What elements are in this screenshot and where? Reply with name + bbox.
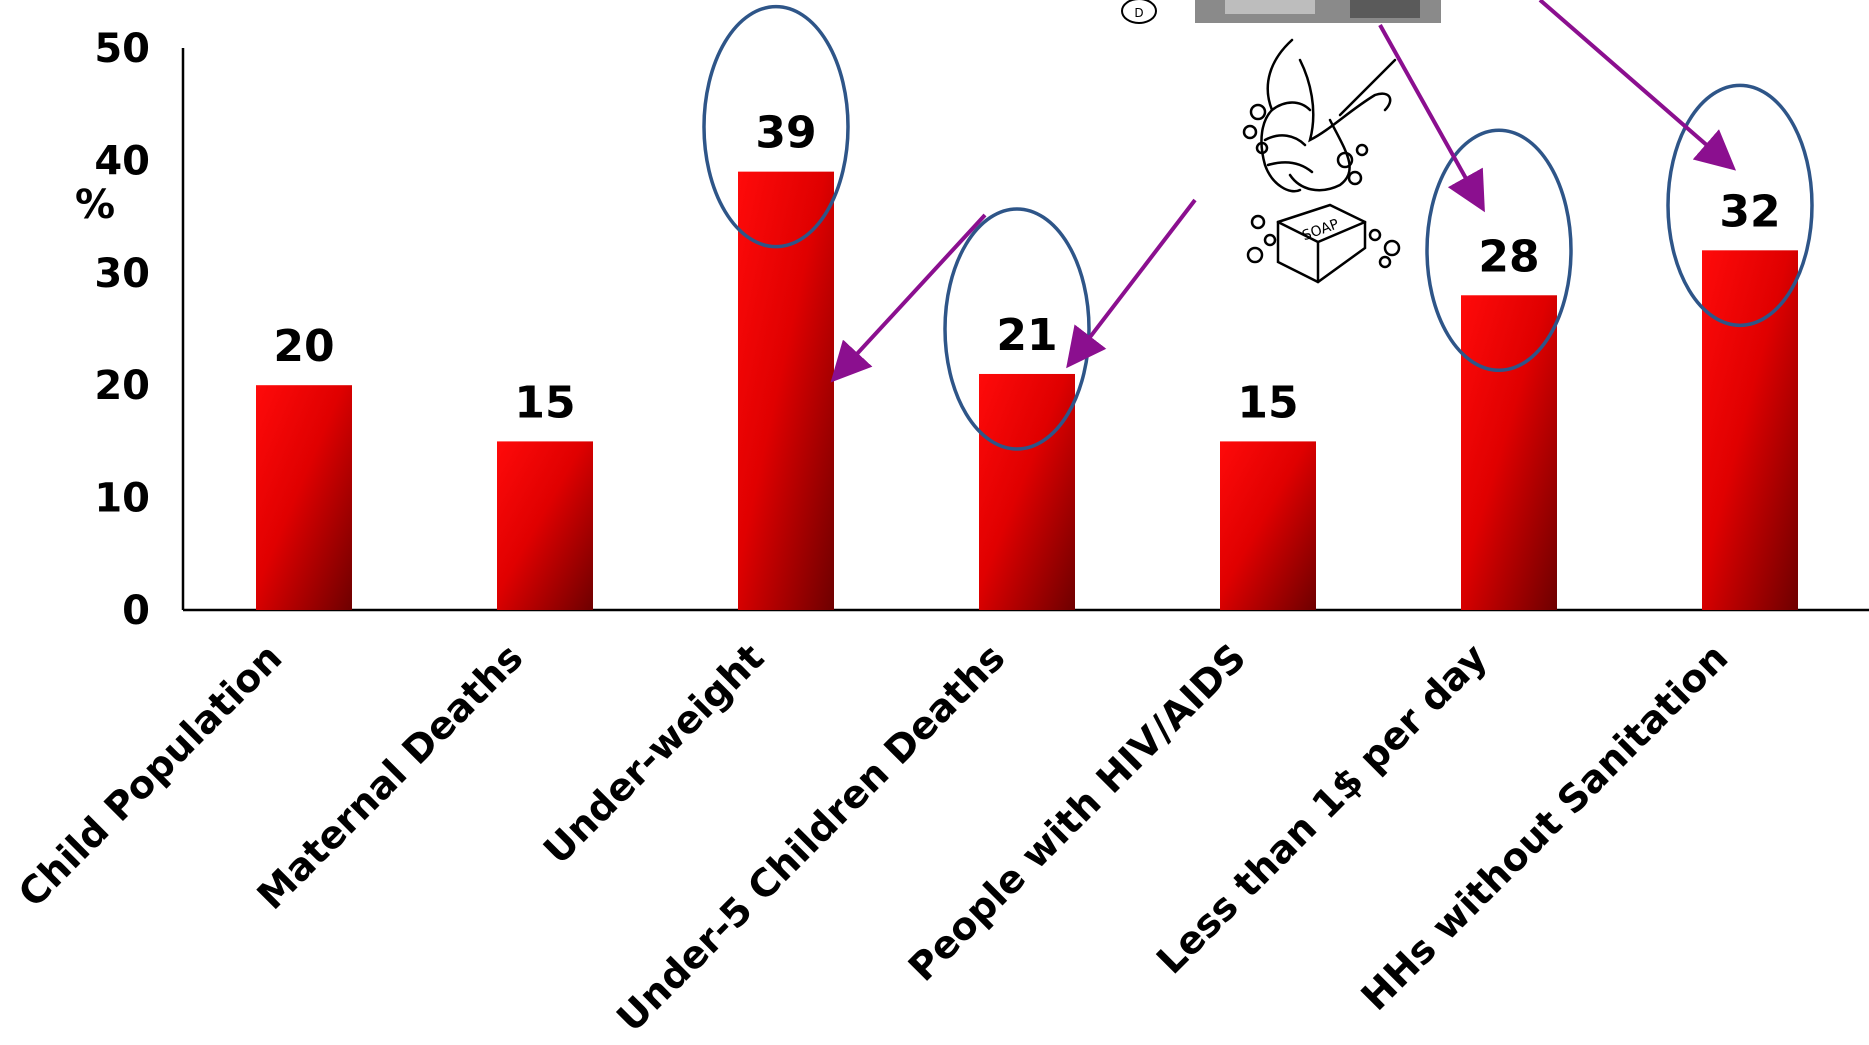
y-tick-label: 30 (94, 251, 150, 297)
data-label: 39 (755, 108, 816, 159)
data-labels: 20 15 39 21 15 28 32 (273, 108, 1780, 429)
bar (256, 385, 352, 610)
annotation-arrow (1066, 198, 1197, 369)
bars (256, 171, 1798, 610)
y-axis-label: % (75, 182, 115, 228)
category-label: Under-5 Children Deaths (608, 635, 1013, 1040)
highlight-ellipse (1666, 83, 1814, 328)
category-label: Under-weight (535, 635, 772, 872)
hand-washing-soap-icon: SOAP (1242, 38, 1401, 284)
annotation-arrow (830, 213, 987, 383)
highlight-ellipse (702, 4, 850, 249)
photo-fragment-icon (1195, 0, 1441, 23)
y-tick-label: 20 (94, 363, 150, 409)
annotation-arrow (1378, 24, 1485, 213)
annotation-arrow (1538, 0, 1737, 171)
bar (497, 441, 593, 610)
data-label: 15 (514, 377, 575, 428)
circled-d-icon: D (1121, 0, 1157, 24)
data-label: 21 (996, 310, 1057, 361)
category-label: Child Population (10, 635, 290, 915)
bar (738, 171, 834, 610)
y-tick-label: 10 (94, 476, 150, 522)
highlight-ellipse (1425, 128, 1573, 373)
y-tick-label: 40 (94, 138, 150, 184)
bar (979, 373, 1075, 610)
bar (1702, 250, 1798, 610)
y-tick-labels: 0 10 20 30 40 50 (94, 26, 150, 634)
data-label: 28 (1478, 231, 1539, 282)
y-tick-label: 0 (122, 588, 150, 634)
bar (1220, 441, 1316, 610)
data-label: 15 (1237, 377, 1298, 428)
data-label: 32 (1719, 186, 1780, 237)
svg-text:D: D (1134, 6, 1143, 20)
annotation-arrows (830, 0, 1737, 383)
category-label: Maternal Deaths (249, 635, 532, 918)
bar (1461, 295, 1557, 610)
y-tick-label: 50 (94, 26, 150, 72)
data-label: 20 (273, 321, 334, 372)
